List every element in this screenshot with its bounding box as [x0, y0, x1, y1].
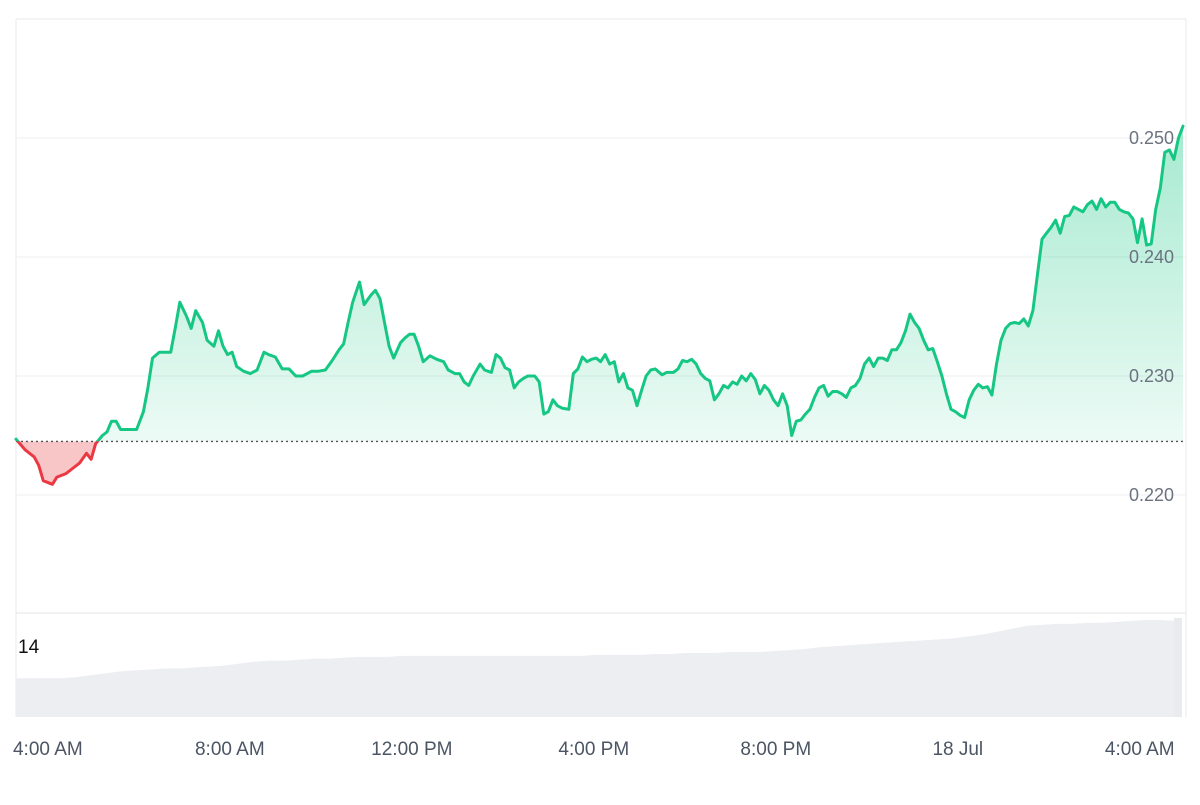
volume-label: 14 — [18, 637, 40, 658]
x-tick-label: 8:00 PM — [740, 739, 811, 760]
y-tick-label: 0.250 — [1129, 128, 1174, 148]
volume-area — [16, 620, 1176, 717]
price-line-up — [14, 124, 1185, 442]
price-area-up — [16, 126, 1183, 442]
x-tick-label: 12:00 PM — [371, 739, 452, 760]
y-tick-label: 0.240 — [1129, 247, 1174, 267]
x-tick-label: 4:00 PM — [558, 739, 629, 760]
y-tick-label: 0.220 — [1129, 485, 1174, 505]
y-tick-label: 0.230 — [1129, 366, 1174, 386]
x-tick-label: 18 Jul — [932, 739, 983, 760]
volume-current-bar — [1174, 618, 1182, 717]
x-tick-label: 4:00 AM — [13, 739, 83, 760]
x-tick-label: 4:00 AM — [1105, 739, 1175, 760]
x-tick-label: 8:00 AM — [195, 739, 265, 760]
